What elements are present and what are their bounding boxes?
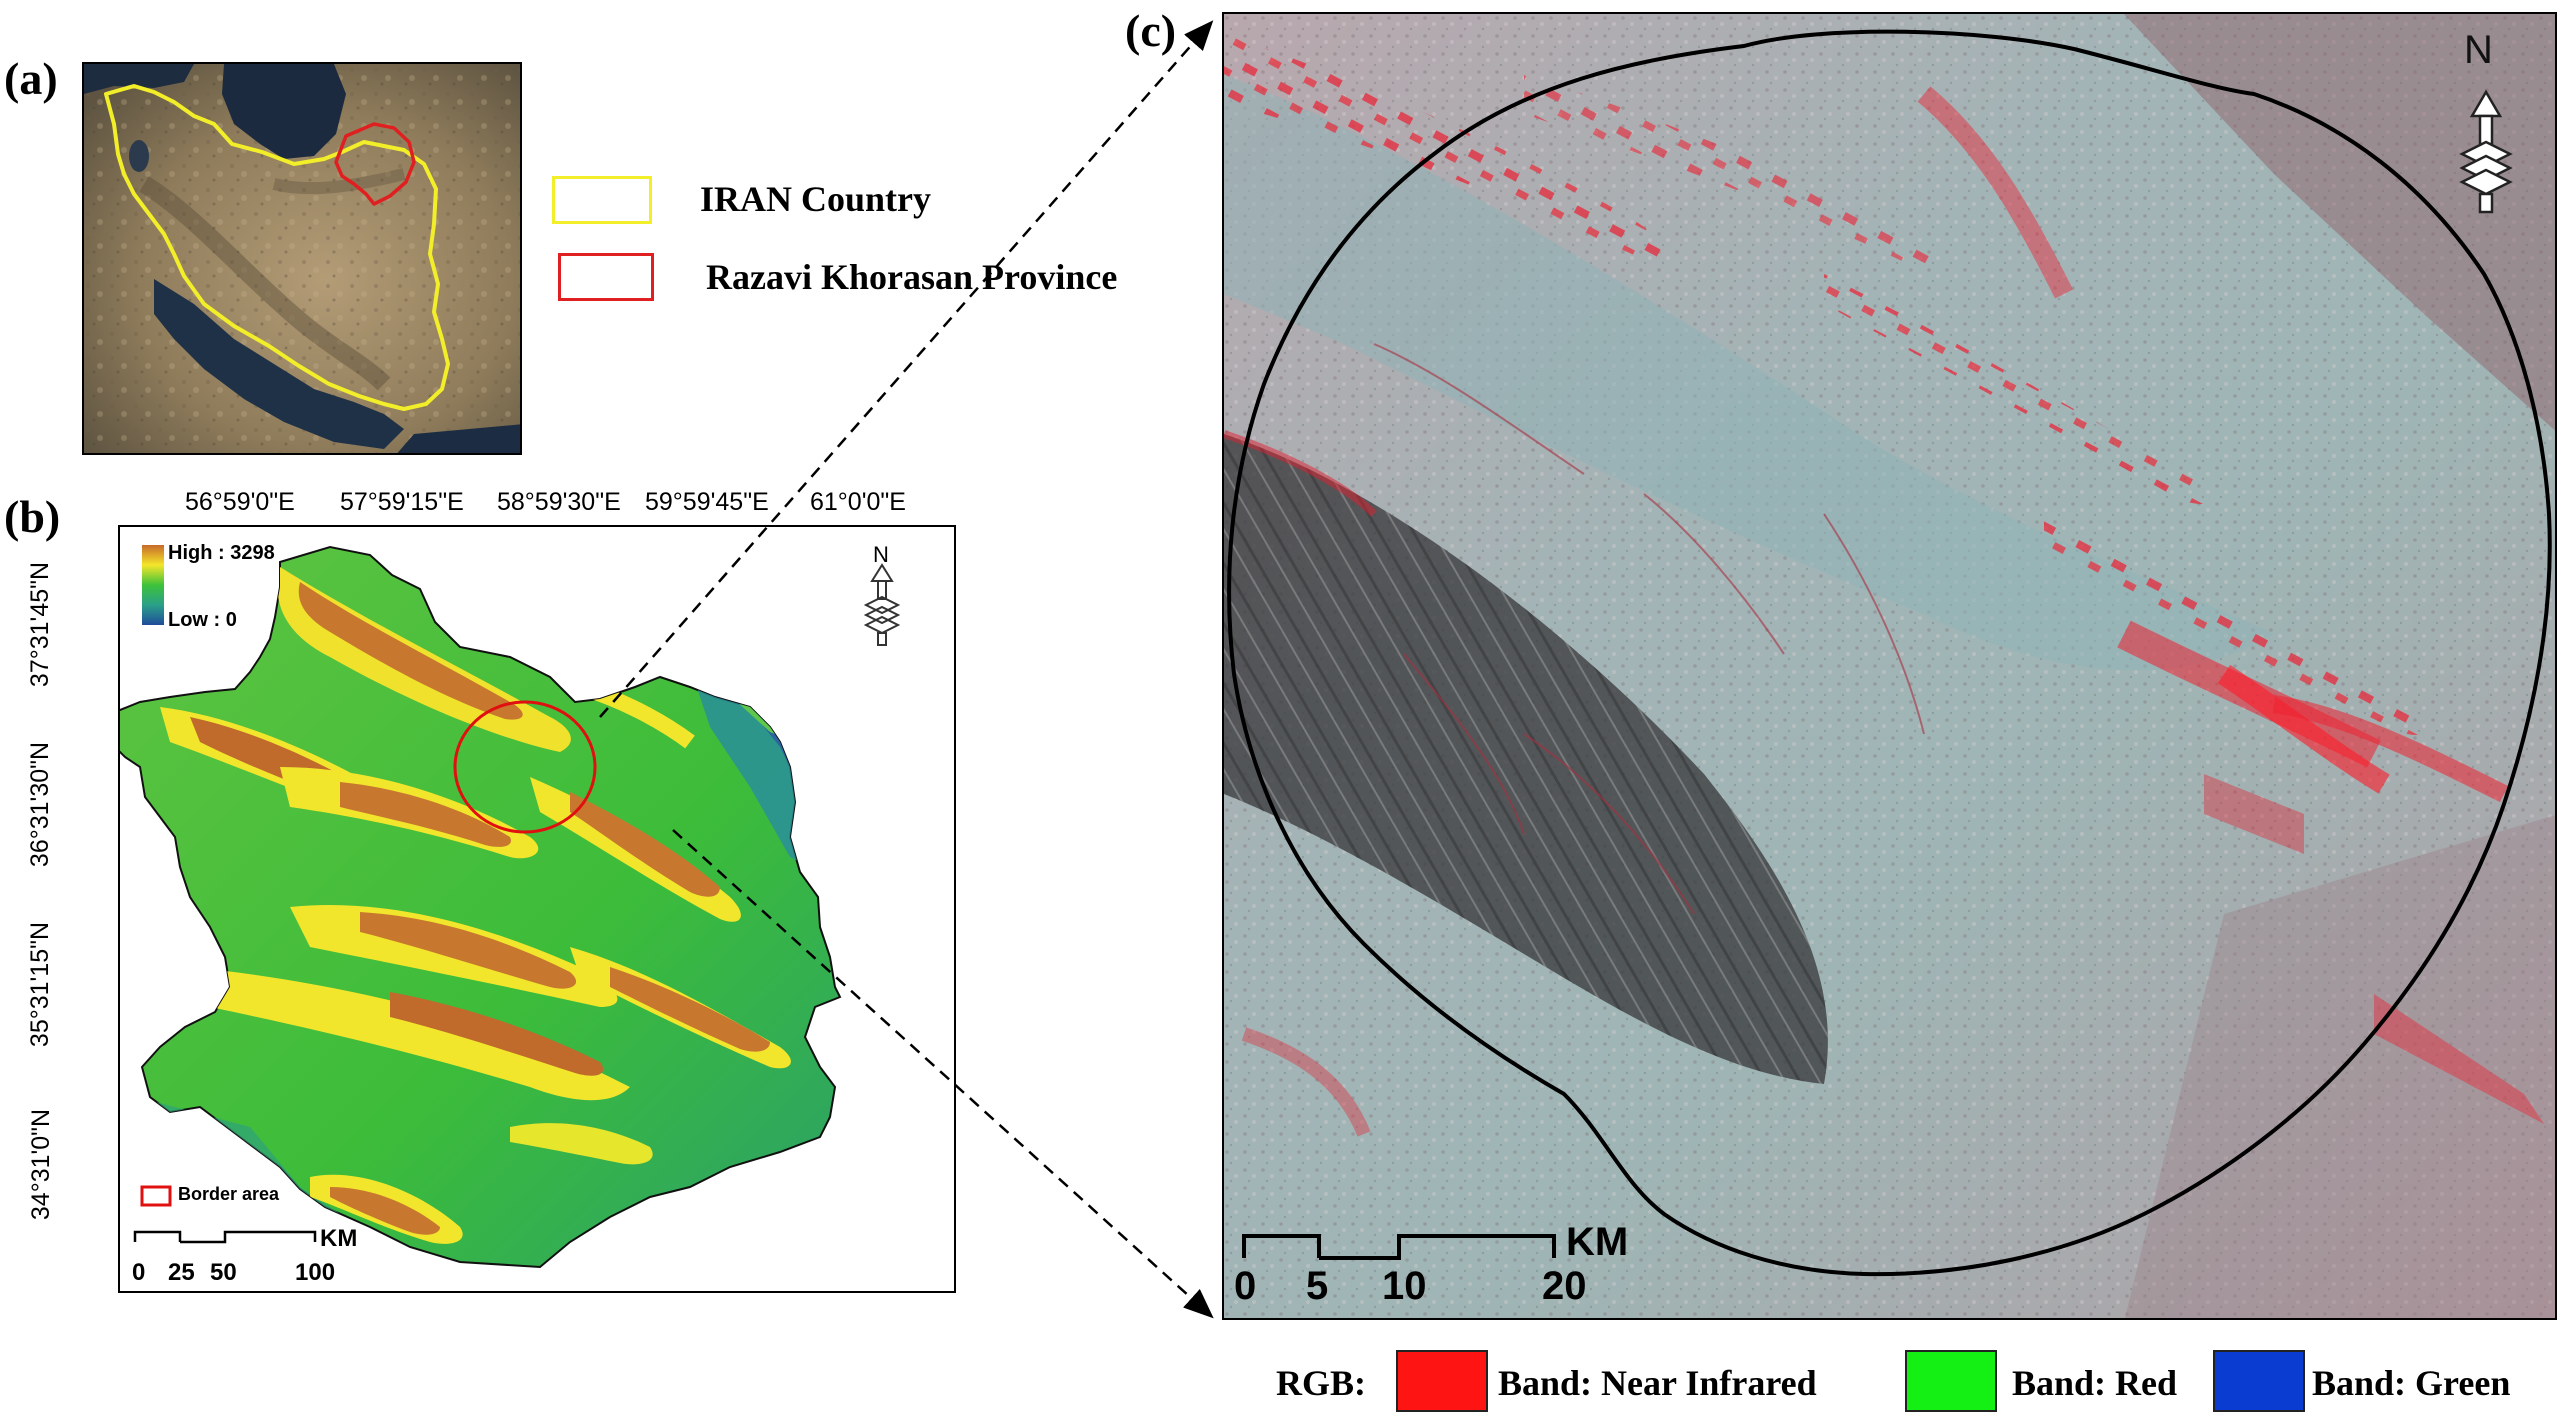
legend-label-iran: IRAN Country — [700, 179, 932, 219]
elevation-gradient — [142, 545, 164, 625]
border-area-swatch — [140, 1185, 172, 1207]
panel-label-b: (b) — [4, 491, 61, 542]
scale-tick-b-25: 25 — [168, 1259, 195, 1286]
rgb-legend-prefix: RGB: — [1276, 1363, 1366, 1403]
rgb-label-nir: Band: Near Infrared — [1498, 1363, 1817, 1403]
coord-top-1: 56°59'0"E — [185, 488, 295, 516]
panel-label-a: (a) — [4, 53, 58, 104]
scale-tick-c-10: 10 — [1382, 1264, 1427, 1308]
scale-tick-b-0: 0 — [132, 1259, 146, 1286]
coord-top-4: 59°59'45"E — [645, 488, 769, 516]
scale-tick-c-0: 0 — [1234, 1264, 1257, 1308]
north-arrow-b — [863, 563, 901, 646]
dem-map-svg — [120, 545, 901, 1269]
border-area-label: Border area — [178, 1184, 280, 1204]
panel-label-c: (c) — [1125, 5, 1177, 56]
rgb-label-green: Band: Green — [2312, 1363, 2511, 1403]
coord-top-2: 57°59'15"E — [340, 488, 464, 516]
scale-bar-c — [1242, 1234, 1556, 1260]
iran-satellite-map — [82, 62, 522, 455]
black-sea — [84, 64, 194, 94]
false-color-composite: N KM 0 5 10 20 — [1222, 12, 2557, 1320]
iran-boundary — [104, 84, 450, 411]
scale-unit-b: KM — [320, 1225, 358, 1252]
legend-swatch-razavi — [558, 253, 654, 301]
scale-bar-b — [133, 1230, 317, 1244]
drainage-lines — [1373, 343, 1925, 915]
scale-tick-c-20: 20 — [1542, 1264, 1587, 1308]
caspian-sea — [222, 64, 346, 159]
agricultural-fields — [1224, 34, 2544, 1137]
border-area-circle — [453, 700, 597, 834]
dem-map: High : 3298 Low : 0 Border area N KM 0 2… — [118, 525, 956, 1293]
urmia-lake — [129, 140, 149, 172]
elevation-high-label: High : 3298 — [168, 542, 275, 564]
north-arrow-c — [2459, 89, 2513, 214]
coord-top-3: 58°59'30"E — [497, 488, 621, 516]
rgb-swatch-nir — [1396, 1350, 1488, 1412]
persian-gulf — [154, 279, 404, 449]
elevation-low-label: Low : 0 — [168, 609, 237, 631]
fcc-svg — [1224, 14, 2555, 1318]
rgb-label-red: Band: Red — [2012, 1363, 2178, 1403]
north-label-c: N — [2464, 28, 2493, 72]
scale-tick-b-50: 50 — [210, 1259, 237, 1286]
iran-map-svg — [84, 64, 520, 453]
coord-top-5: 61°0'0"E — [810, 488, 906, 516]
razavi-khorasan-boundary — [334, 122, 416, 206]
study-area-boundary — [1227, 29, 2552, 1277]
rgb-swatch-red — [1905, 1350, 1997, 1412]
scale-unit-c: KM — [1566, 1220, 1629, 1264]
rgb-swatch-green — [2213, 1350, 2305, 1412]
legend-label-razavi: Razavi Khorasan Province — [706, 257, 1118, 297]
scale-tick-c-5: 5 — [1306, 1264, 1329, 1308]
gulf-of-oman — [397, 424, 520, 453]
north-label-b: N — [873, 542, 889, 567]
scale-tick-b-100: 100 — [295, 1259, 336, 1286]
legend-swatch-iran — [552, 176, 652, 224]
